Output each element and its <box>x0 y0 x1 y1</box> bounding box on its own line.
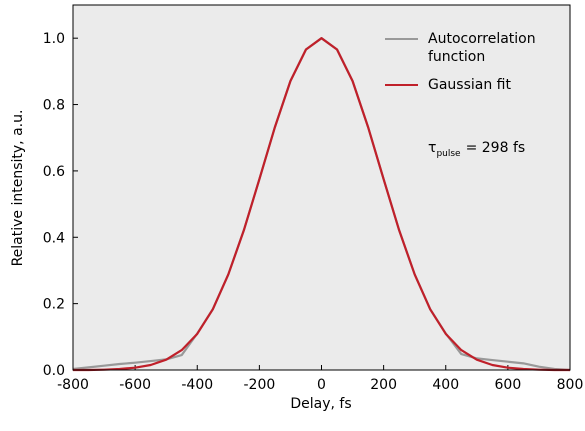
x-tick-label: -200 <box>243 377 275 393</box>
x-tick-label: 400 <box>432 377 459 393</box>
y-tick-label: 0.6 <box>43 164 65 180</box>
legend-item: Gaussian fit <box>385 76 575 94</box>
x-tick-label: 800 <box>557 377 584 393</box>
y-tick-label: 1.0 <box>43 31 65 47</box>
legend-swatch <box>385 84 418 86</box>
x-tick-label: -800 <box>57 377 89 393</box>
x-tick-label: -600 <box>119 377 151 393</box>
legend: Autocorrelation function Gaussian fit <box>385 30 575 104</box>
y-axis-label: Relative intensity, a.u. <box>10 110 26 267</box>
legend-swatch <box>385 38 418 40</box>
y-tick-label: 0.2 <box>43 297 65 313</box>
legend-item: Autocorrelation function <box>385 30 575 66</box>
plot-frame <box>72 4 571 371</box>
legend-label: Autocorrelation function <box>428 31 536 65</box>
y-tick-label: 0.8 <box>43 98 65 114</box>
annotation-symbol: τ <box>428 140 436 156</box>
annotation: τpulse = 298 fs <box>428 140 525 159</box>
y-tick-label: 0.4 <box>43 230 65 246</box>
x-tick-label: 200 <box>370 377 397 393</box>
plot-background <box>73 5 570 370</box>
x-tick-label: 0 <box>317 377 326 393</box>
series-line <box>73 37 570 372</box>
x-tick-label: -400 <box>181 377 213 393</box>
annotation-subscript: pulse <box>436 149 461 159</box>
x-tick-label: 600 <box>495 377 522 393</box>
y-tick-label: 0.0 <box>43 363 65 379</box>
x-axis-label: Delay, fs <box>290 396 351 412</box>
annotation-text: = 298 fs <box>466 140 526 156</box>
legend-label: Gaussian fit <box>428 77 511 93</box>
